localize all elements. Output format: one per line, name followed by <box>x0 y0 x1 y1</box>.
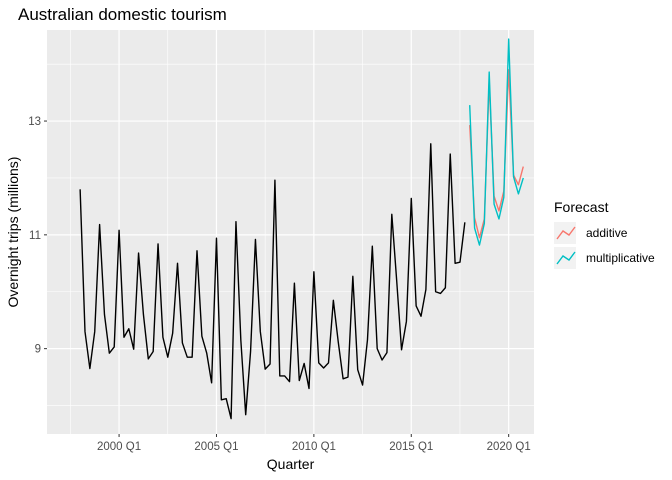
x-tick-label: 2000 Q1 <box>97 441 141 453</box>
legend: Forecast additive multiplicative <box>554 199 655 269</box>
observed-series-line <box>79 143 466 420</box>
y-tick-label: 11 <box>29 230 41 242</box>
x-tick-label: 2015 Q1 <box>389 441 433 453</box>
y-tick-label: 9 <box>35 344 41 356</box>
y-axis: 9 11 13 <box>28 116 47 356</box>
y-axis-title: Overnight trips (millions) <box>5 157 21 308</box>
minor-gridlines <box>47 30 534 434</box>
x-tick-label: 2020 Q1 <box>487 441 531 453</box>
series-lines <box>79 38 524 420</box>
forecast-line-multiplicative <box>469 38 524 246</box>
x-axis: 2000 Q1 2005 Q1 2010 Q1 2015 Q1 2020 Q1 <box>97 434 531 453</box>
forecast-line-additive <box>469 69 524 239</box>
x-tick-label: 2005 Q1 <box>194 441 238 453</box>
x-tick-label: 2010 Q1 <box>292 441 336 453</box>
x-axis-title: Quarter <box>267 456 315 472</box>
legend-key-line-additive <box>556 226 576 240</box>
legend-label-multiplicative: multiplicative <box>586 251 655 265</box>
legend-title: Forecast <box>554 199 609 215</box>
legend-key-line-multiplicative <box>556 251 576 265</box>
y-tick-label: 13 <box>28 116 41 128</box>
chart-title: Australian domestic tourism <box>18 5 227 24</box>
legend-label-additive: additive <box>586 226 628 240</box>
